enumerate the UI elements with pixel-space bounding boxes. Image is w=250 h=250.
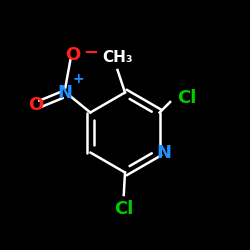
Text: −: − <box>83 44 98 62</box>
Text: O: O <box>65 46 80 64</box>
Text: CH₃: CH₃ <box>102 50 133 65</box>
Text: N: N <box>58 84 73 102</box>
Text: Cl: Cl <box>177 88 197 106</box>
Text: N: N <box>156 144 171 162</box>
Text: Cl: Cl <box>114 200 134 218</box>
Text: +: + <box>73 72 85 86</box>
Text: O: O <box>28 96 43 114</box>
